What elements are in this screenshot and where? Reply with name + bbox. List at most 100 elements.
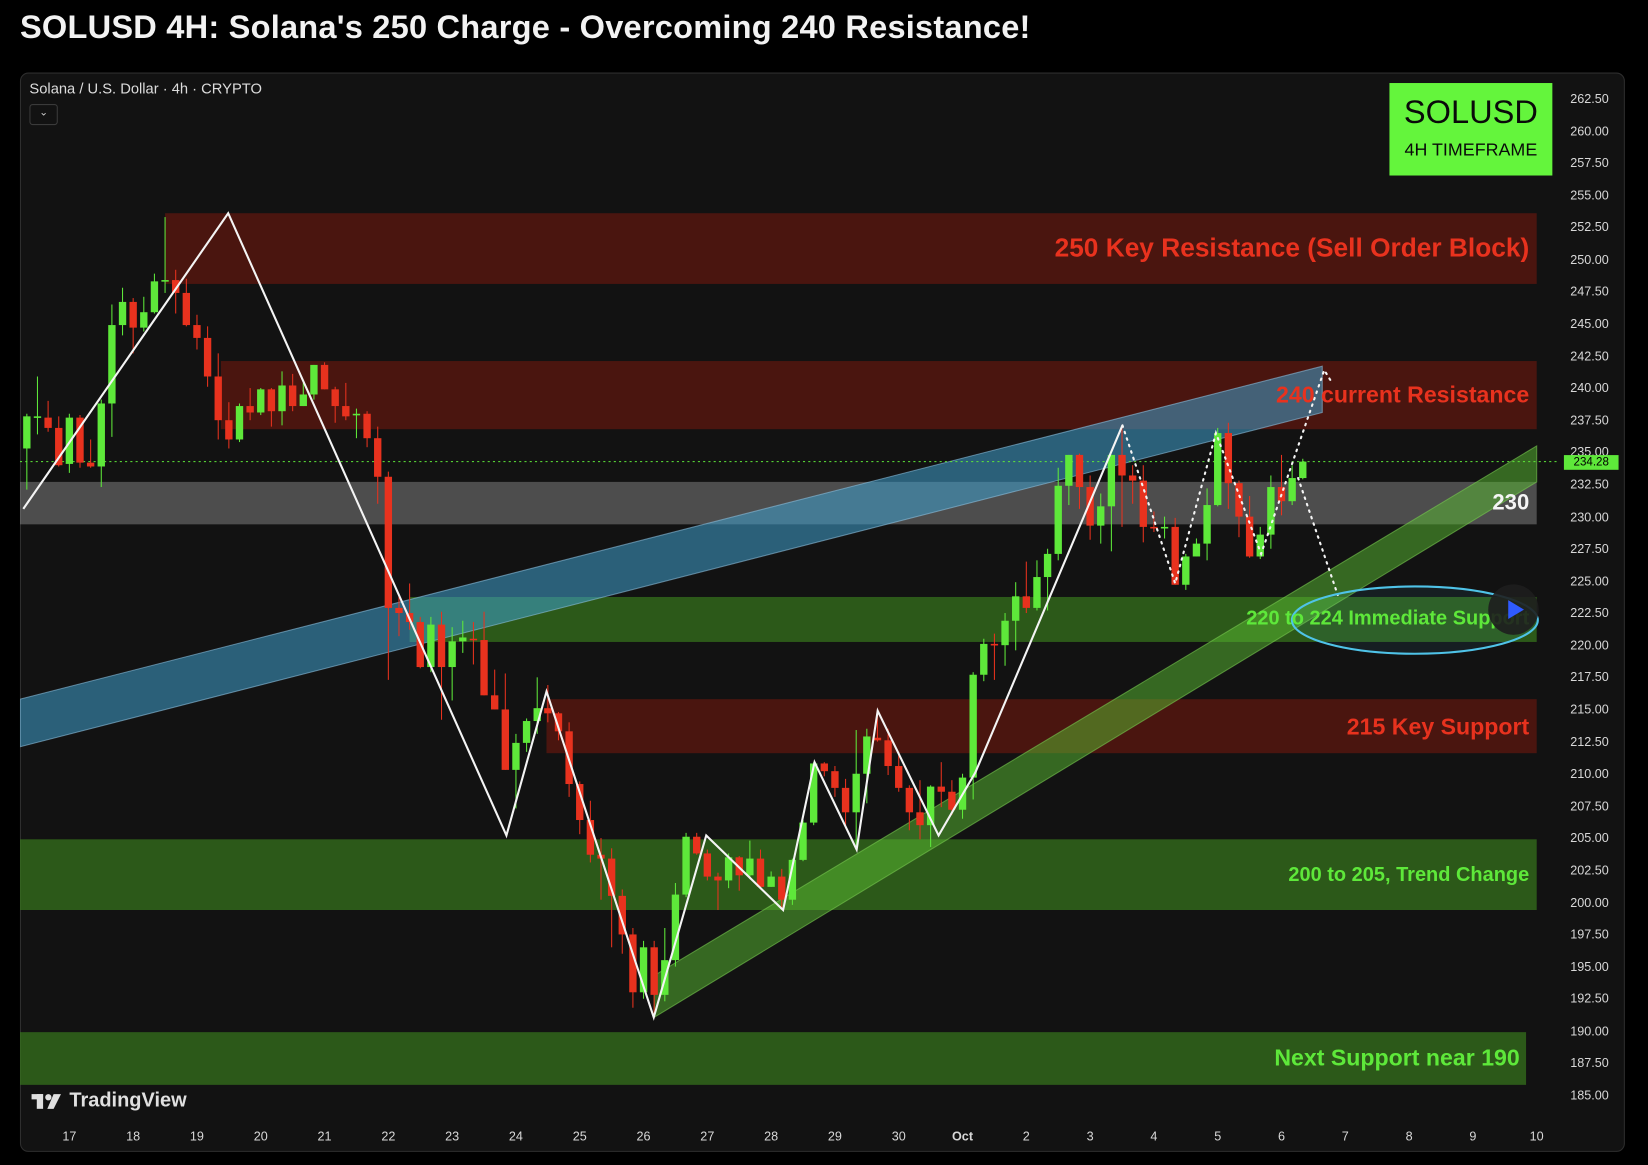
candle bbox=[203, 326, 212, 387]
candle bbox=[1065, 454, 1073, 506]
swing-zigzag-line bbox=[22, 211, 1124, 1021]
candle bbox=[342, 382, 350, 421]
price-tick-label: 195.00 bbox=[1570, 959, 1609, 974]
candle-body bbox=[544, 708, 552, 714]
candle-body bbox=[756, 858, 765, 887]
candle bbox=[140, 296, 148, 332]
candle-body bbox=[1182, 556, 1190, 585]
candle-body bbox=[182, 292, 191, 326]
candle-body bbox=[161, 280, 169, 282]
candle bbox=[469, 622, 478, 665]
chevron-down-icon[interactable]: ⌄ bbox=[29, 104, 58, 126]
candle-body bbox=[172, 280, 180, 293]
date-tick-label: 5 bbox=[1214, 1128, 1222, 1144]
date-tick-label: 21 bbox=[317, 1128, 332, 1144]
candle bbox=[480, 611, 488, 696]
date-tick-label: 7 bbox=[1341, 1128, 1349, 1144]
channels-layer bbox=[19, 365, 1538, 1019]
price-tick-label: 227.50 bbox=[1570, 541, 1609, 557]
candle bbox=[1245, 496, 1254, 558]
candle bbox=[1299, 458, 1307, 480]
candle-body bbox=[331, 389, 339, 407]
candle bbox=[756, 849, 765, 890]
candle-body bbox=[459, 637, 467, 642]
date-tick-label: 20 bbox=[253, 1128, 268, 1144]
candle bbox=[44, 400, 52, 432]
candle bbox=[33, 376, 42, 435]
candle bbox=[1022, 561, 1030, 614]
candle-body bbox=[1065, 454, 1073, 486]
candle-body bbox=[788, 859, 797, 900]
date-tick-label: 8 bbox=[1405, 1128, 1413, 1144]
candle-body bbox=[1288, 478, 1296, 502]
candle-body bbox=[809, 763, 818, 823]
candle-body bbox=[576, 784, 584, 821]
candle-body bbox=[1128, 475, 1137, 481]
play-button[interactable] bbox=[1488, 584, 1539, 635]
candle-body bbox=[533, 708, 541, 722]
date-tick-label: 26 bbox=[636, 1128, 651, 1144]
candle-body bbox=[33, 416, 42, 418]
zone-label-215: 215 Key Support bbox=[1346, 713, 1530, 740]
date-tick-label: 9 bbox=[1469, 1128, 1477, 1144]
candle bbox=[607, 848, 616, 948]
date-tick-label: 10 bbox=[1529, 1128, 1544, 1144]
candle bbox=[1012, 582, 1020, 651]
candle-body bbox=[1203, 505, 1211, 544]
candle-body bbox=[693, 836, 701, 854]
candle bbox=[129, 298, 137, 354]
candle-body bbox=[841, 787, 850, 813]
candle bbox=[916, 780, 924, 840]
candle-body bbox=[682, 836, 690, 895]
zone-label-190: Next Support near 190 bbox=[1274, 1044, 1520, 1071]
candle bbox=[937, 762, 945, 808]
candle-body bbox=[980, 643, 988, 675]
candle-body bbox=[852, 773, 860, 813]
price-tick-label: 240.00 bbox=[1570, 380, 1609, 396]
date-tick-label: 25 bbox=[572, 1128, 587, 1144]
candle-body bbox=[427, 624, 435, 668]
candle bbox=[1150, 511, 1158, 533]
candle-body bbox=[299, 394, 307, 407]
candle-body bbox=[1256, 534, 1264, 557]
candle bbox=[299, 382, 307, 407]
candle bbox=[246, 388, 254, 421]
candle-body bbox=[203, 337, 212, 377]
candle bbox=[161, 217, 169, 293]
candle-body bbox=[214, 376, 222, 421]
candle-body bbox=[1043, 553, 1052, 578]
price-tick-label: 210.00 bbox=[1570, 766, 1609, 782]
candle bbox=[809, 762, 818, 826]
candle-body bbox=[342, 406, 350, 417]
candle-body bbox=[108, 325, 116, 404]
price-tick-label: 192.50 bbox=[1570, 991, 1609, 1007]
candle bbox=[1107, 454, 1116, 552]
price-tick-label: 225.00 bbox=[1570, 573, 1609, 589]
candle bbox=[437, 611, 446, 720]
candle-body bbox=[129, 301, 137, 328]
candle bbox=[863, 728, 871, 804]
candle bbox=[714, 872, 722, 911]
candle-body bbox=[990, 643, 999, 646]
candle-body bbox=[437, 624, 446, 668]
tradingview-logo[interactable]: TradingView bbox=[31, 1089, 187, 1113]
candle-body bbox=[1001, 620, 1009, 646]
candle bbox=[1203, 488, 1211, 561]
tradingview-logo-text: TradingView bbox=[69, 1089, 187, 1112]
badge-symbol: SOLUSD bbox=[1403, 93, 1538, 131]
last-price-label: 234.28 bbox=[1563, 455, 1619, 470]
date-tick-label: 6 bbox=[1277, 1128, 1286, 1144]
drawings-layer bbox=[22, 211, 1339, 1021]
candle bbox=[86, 439, 95, 468]
candle bbox=[1033, 560, 1041, 611]
candle bbox=[544, 685, 552, 723]
candle-body bbox=[44, 417, 52, 428]
zone-label-230: 230 bbox=[1492, 490, 1530, 515]
candle-body bbox=[969, 674, 977, 778]
candle-body bbox=[820, 763, 828, 772]
candle-body bbox=[140, 312, 148, 328]
zone-label-250: 250 Key Resistance (Sell Order Block) bbox=[1054, 233, 1530, 263]
price-tick-label: 220.00 bbox=[1570, 637, 1609, 653]
